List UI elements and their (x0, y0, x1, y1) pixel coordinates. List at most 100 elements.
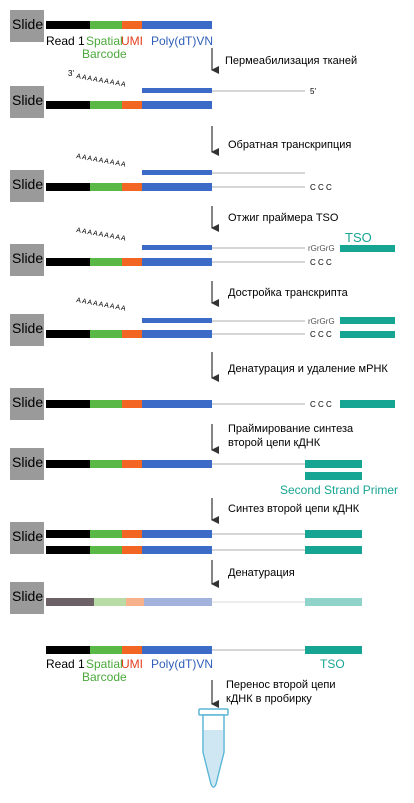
read1-segment (46, 400, 90, 408)
polydt-segment (142, 101, 212, 109)
read1-label: Read 1 (46, 34, 85, 48)
spatial-barcode-segment-faded (94, 598, 126, 606)
rgrgrg-label: rGrGrG (308, 244, 335, 253)
step-tso-annealing: Отжиг праймера TSO (228, 212, 339, 224)
step-extension: Дострoйка транскрипта (228, 287, 349, 299)
umi-segment (122, 21, 142, 29)
slide-box (10, 448, 44, 480)
umi-segment (122, 400, 142, 408)
step-transfer-line1: Перенос второй цепи (226, 679, 335, 691)
umi-segment (122, 530, 142, 538)
slide-label: Slide (12, 528, 43, 544)
read1-segment (46, 101, 90, 109)
tube-icon (198, 708, 229, 788)
umi-segment-faded (126, 598, 144, 606)
ccc-label: C C C (310, 400, 332, 409)
tube-cap (198, 708, 229, 716)
umi-segment (122, 646, 142, 654)
polydt-label: Poly(dT)VN (151, 34, 213, 48)
umi-segment (122, 101, 142, 109)
spatial-barcode-segment (90, 400, 122, 408)
row-denaturation: Slide (10, 582, 362, 614)
read1-label: Read 1 (46, 657, 85, 671)
step-priming-line1: Праймирование синтеза (228, 423, 354, 435)
slide-box (10, 388, 44, 420)
tso-complement-segment (340, 400, 395, 408)
polya-tail: AAAAAAAAA (76, 73, 127, 89)
row-second-strand-synthesis: Slide (10, 522, 362, 554)
spatial-barcode-segment (90, 21, 122, 29)
ccc-label: C C C (310, 183, 332, 192)
polydt-segment (142, 400, 212, 408)
cdna-annealed (142, 88, 212, 93)
second-strand-primer-segment (305, 546, 362, 554)
slide-box (10, 86, 44, 118)
umi-segment (122, 258, 142, 266)
row-tso-annealing: Slide AAAAAAAAA rGrGrG TSO C C C (10, 227, 395, 276)
step-second-strand-synthesis: Синтез второй цепи кДНК (228, 503, 360, 515)
step-priming-line2: второй цепи кДНК (228, 437, 321, 449)
polydt-segment (142, 460, 212, 468)
spatial-barcode-segment (90, 460, 122, 468)
polydt-label: Poly(dT)VN (151, 657, 213, 671)
second-strand-primer-segment (305, 472, 362, 480)
tso-complement-segment (305, 460, 362, 468)
spatial-barcode-segment (90, 530, 122, 538)
tso-segment (340, 245, 395, 252)
cdna-annealed (142, 170, 212, 175)
slide-label: Slide (12, 176, 43, 192)
second-strand-primer-label: Second Strand Primer (280, 483, 398, 497)
slide-box (10, 582, 44, 614)
polydt-segment (142, 258, 212, 266)
polydt-segment (142, 646, 212, 654)
row-extension: Slide AAAAAAAAA rGrGrG C C C (10, 297, 395, 346)
barcode-label: Barcode (82, 670, 127, 684)
slide-box (10, 244, 44, 276)
polya-tail: AAAAAAAAA (76, 297, 127, 313)
step-transfer-line2: кДНК в пробирку (226, 693, 312, 705)
step-permeabilization: Пермеабилизация тканей (225, 55, 357, 67)
slide-label: Slide (12, 454, 43, 470)
slide-label: Slide (12, 394, 43, 410)
row-mrna-removal: Slide C C C (10, 388, 395, 420)
read1-segment (46, 21, 90, 29)
spatial-label: Spatial (86, 34, 123, 48)
spatial-label: Spatial (86, 657, 123, 671)
slide-label: Slide (12, 92, 43, 108)
polydt-segment (142, 530, 212, 538)
spatial-barcode-complement-segment (90, 546, 122, 554)
step-denaturation-mrna: Денатурация и удаление мРНК (228, 363, 388, 375)
slide-box (10, 10, 44, 42)
spatial-barcode-segment (90, 258, 122, 266)
step-denaturation: Денатурация (228, 567, 295, 579)
read1-segment (46, 646, 90, 654)
polya-tail: AAAAAAAAA (76, 227, 127, 243)
spatial-barcode-segment (90, 646, 122, 654)
tso-segment (305, 646, 362, 654)
read1-segment (46, 460, 90, 468)
tso-label: TSO (320, 657, 345, 671)
umi-segment (122, 460, 142, 468)
spatial-barcode-segment (90, 101, 122, 109)
read1-segment-faded (46, 598, 94, 606)
slide-box (10, 314, 44, 346)
slide-box (10, 170, 44, 202)
tso-label: TSO (345, 230, 372, 245)
read1-segment (46, 258, 90, 266)
slide-label: Slide (12, 250, 43, 266)
slide-label: Slide (12, 320, 43, 336)
spatial-barcode-segment (90, 183, 122, 191)
tube-liquid (204, 730, 223, 786)
slide-box (10, 522, 44, 554)
umi-label: UMI (121, 34, 143, 48)
slide-label: Slide (12, 16, 43, 32)
polya-tail: AAAAAAAAA (76, 153, 127, 169)
slide-label: Slide (12, 588, 43, 604)
polydt-segment (142, 183, 212, 191)
polydt-complement-segment (142, 546, 212, 554)
read1-complement-segment (46, 546, 90, 554)
five-prime-label: 5' (310, 87, 316, 96)
rgrgrg-label: rGrGrG (308, 317, 335, 326)
umi-complement-segment (122, 546, 142, 554)
